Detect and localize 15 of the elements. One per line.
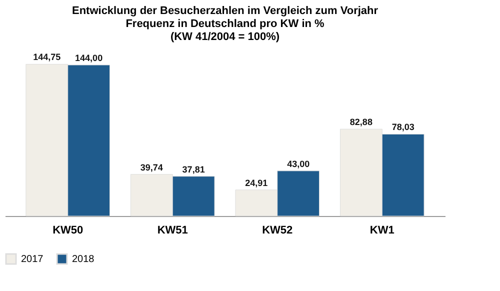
data-label: 37,81 [182, 164, 205, 174]
x-tick-label: KW1 [370, 224, 394, 236]
legend-label: 2018 [72, 254, 95, 265]
data-label: 24,91 [245, 178, 268, 188]
x-tick-label: KW52 [262, 224, 293, 236]
chart-title: Entwicklung der Besucherzahlen im Vergleich zum Vorjahr Frequenz in Deutschland pro KW in % (KW 41/2004 = 100%) [72, 5, 379, 43]
x-tick-label: KW50 [52, 224, 84, 236]
data-label: 78,03 [392, 122, 414, 132]
data-label: 43,00 [287, 158, 310, 169]
x-tick-label: KW51 [157, 224, 188, 236]
data-label: 144,75 [33, 52, 61, 62]
data-label: 82,88 [350, 117, 372, 128]
data-label: 144,00 [75, 53, 103, 63]
data-label: 39,74 [140, 162, 163, 172]
legend-label: 2017 [21, 254, 44, 265]
